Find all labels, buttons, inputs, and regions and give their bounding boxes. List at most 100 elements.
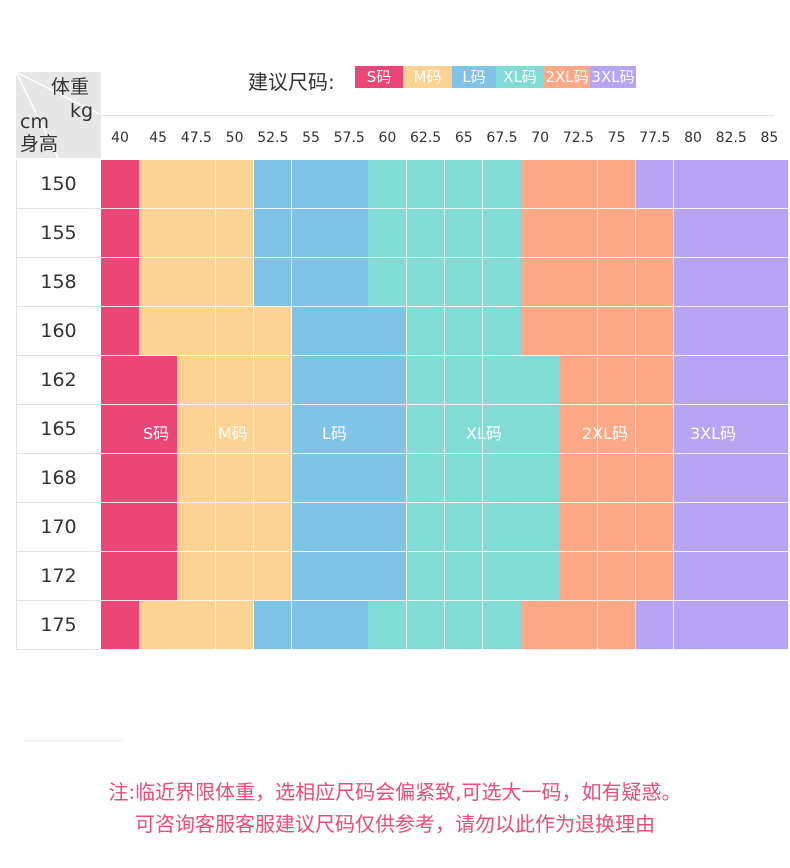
size-cell-xl	[444, 356, 484, 405]
size-cell-xl	[444, 307, 484, 356]
legend-title: 建议尺码:	[248, 70, 335, 94]
size-label-m: M码	[218, 424, 248, 443]
size-cell-2xl	[521, 601, 560, 650]
divider	[24, 740, 122, 741]
size-cell-l	[292, 307, 331, 356]
size-cell-3xl	[712, 405, 751, 454]
size-cell-2xl	[635, 209, 675, 258]
size-cell-l	[330, 503, 369, 552]
size-cell-xl	[444, 454, 484, 503]
size-cell-l	[292, 356, 331, 405]
legend-chip-3xl: 3XL码	[590, 66, 636, 88]
height-label: 175	[16, 601, 101, 650]
weight-label: 55	[302, 130, 320, 146]
size-cell-2xl	[521, 209, 560, 258]
weight-label: 65	[454, 130, 473, 146]
size-cell-2xl	[597, 503, 637, 552]
size-cell-3xl	[674, 552, 713, 601]
size-cell-3xl	[674, 601, 713, 650]
size-cell-s	[101, 209, 140, 258]
size-cell-3xl	[750, 503, 790, 552]
size-cell-s	[101, 552, 140, 601]
size-cell-m	[253, 552, 293, 601]
height-label: 165	[16, 405, 101, 454]
size-cell-l	[292, 552, 331, 601]
size-cell-xl	[483, 307, 522, 356]
height-label: 168	[16, 454, 101, 503]
size-cell-2xl	[635, 454, 675, 503]
size-cell-l	[292, 209, 331, 258]
size-cell-3xl	[674, 405, 713, 454]
note-line-2: 可咨询客服客服建议尺码仅供参考，请勿以此作为退换理由	[135, 812, 655, 836]
size-cell-m	[177, 209, 217, 258]
size-cell-m	[215, 258, 255, 307]
size-cell-3xl	[750, 356, 790, 405]
weight-label: 50	[225, 130, 244, 146]
size-cell-3xl	[750, 307, 790, 356]
size-cell-3xl	[750, 552, 790, 601]
legend-chip-m: M码	[403, 66, 452, 88]
legend-chip-s: S码	[355, 66, 403, 88]
size-cell-s	[101, 307, 140, 356]
legend-chip-xl: XL码	[496, 66, 544, 88]
size-cell-3xl	[674, 258, 713, 307]
height-unit: cm	[20, 111, 49, 133]
size-cell-s	[139, 405, 178, 454]
legend-chip-2xl: 2XL码	[544, 66, 590, 88]
corner-diagonal-lines	[16, 72, 101, 158]
size-cell-2xl	[597, 552, 637, 601]
size-cell-l	[330, 405, 369, 454]
size-cell-l	[330, 258, 369, 307]
size-cell-l	[292, 160, 331, 209]
size-cell-l	[330, 209, 369, 258]
size-cell-m	[253, 454, 293, 503]
size-cell-m	[253, 356, 293, 405]
size-cell-2xl	[635, 356, 675, 405]
size-cell-2xl	[521, 307, 560, 356]
size-cell-3xl	[712, 552, 751, 601]
size-cell-2xl	[597, 454, 637, 503]
size-cell-xl	[483, 503, 522, 552]
size-cell-2xl	[559, 160, 599, 209]
size-cell-3xl	[712, 209, 751, 258]
size-cell-s	[101, 405, 140, 454]
size-cell-s	[101, 601, 140, 650]
size-cell-xl	[406, 454, 446, 503]
size-cell-xl	[406, 160, 446, 209]
weight-label: 82.5	[715, 130, 747, 146]
size-cell-m	[139, 307, 178, 356]
size-cell-m	[177, 258, 217, 307]
size-cell-m	[177, 601, 217, 650]
size-label-3xl: 3XL码	[690, 424, 737, 443]
size-label-s: S码	[143, 424, 170, 443]
size-cell-xl	[444, 503, 484, 552]
size-cell-l	[292, 454, 331, 503]
row-labels-border	[16, 160, 17, 650]
size-cell-3xl	[750, 601, 790, 650]
size-cell-m	[177, 552, 217, 601]
weight-label: 85	[760, 130, 779, 146]
size-cell-xl	[521, 405, 560, 454]
size-cell-xl	[444, 601, 484, 650]
size-cell-3xl	[712, 503, 751, 552]
height-label: 170	[16, 503, 101, 552]
size-cell-s	[101, 160, 140, 209]
size-cell-m	[215, 601, 255, 650]
size-cell-xl	[444, 552, 484, 601]
size-cell-2xl	[597, 601, 637, 650]
size-cell-m	[177, 503, 217, 552]
size-cell-3xl	[674, 209, 713, 258]
size-cell-xl	[368, 601, 408, 650]
size-cell-2xl	[559, 258, 599, 307]
size-cell-m	[215, 503, 255, 552]
size-cell-l	[330, 454, 369, 503]
weight-label: 77.5	[639, 130, 671, 146]
weight-label: 60	[378, 130, 397, 146]
size-cell-m	[215, 454, 255, 503]
size-cell-l	[330, 552, 369, 601]
size-label-2xl: 2XL码	[582, 424, 629, 443]
weight-unit: kg	[70, 100, 94, 122]
size-cell-l	[253, 258, 293, 307]
size-cell-l	[330, 307, 369, 356]
size-cell-l	[330, 601, 369, 650]
